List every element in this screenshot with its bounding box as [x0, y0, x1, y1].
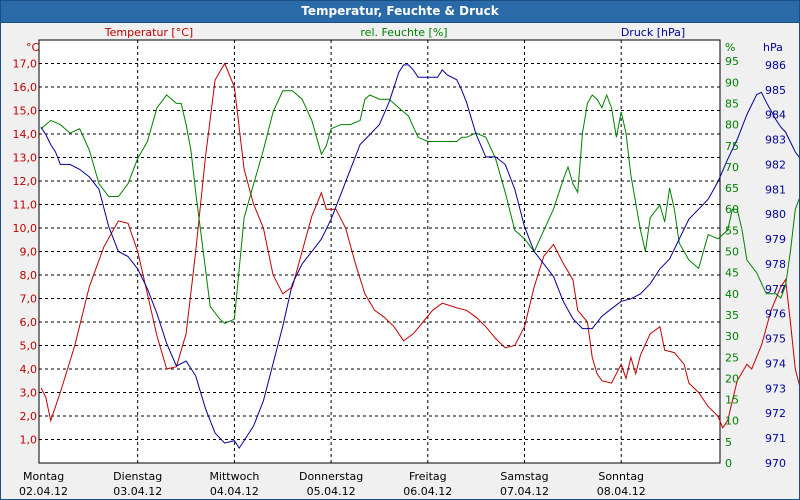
pressure-tick-label: 974: [765, 357, 786, 370]
day-label: Samstag: [500, 470, 548, 483]
humidity-tick-label: 0: [725, 457, 732, 470]
pressure-tick-label: 986: [765, 59, 786, 72]
temperature-tick-label: 9,0: [20, 246, 38, 259]
series-line-temperature: [40, 62, 799, 429]
temperature-tick-label: 8,0: [20, 269, 38, 282]
temperature-tick-label: 2,0: [20, 410, 38, 423]
temperature-tick-label: 5,0: [20, 340, 38, 353]
humidity-tick-label: 55: [725, 224, 739, 237]
temperature-tick-label: 11,0: [13, 199, 38, 212]
pressure-tick-label: 979: [765, 233, 786, 246]
chart-title: Temperatur, Feuchte & Druck: [301, 4, 499, 18]
axis-labels: 1,0 2,0 3,0 4,0 5,0 6,0 7,0 8,0 9,0 10,0 11,0 12,0 1…: [13, 55, 787, 498]
pressure-tick-label: 977: [765, 283, 786, 296]
temperature-tick-label: 14,0: [13, 128, 38, 141]
pressure-tick-label: 972: [765, 407, 786, 420]
date-label: 05.04.12: [307, 485, 356, 498]
humidity-axis-label: rel. Feuchte [%]: [360, 26, 447, 39]
humidity-tick-label: 85: [725, 97, 739, 110]
temperature-unit: °C: [26, 41, 40, 54]
humidity-tick-label: 75: [725, 140, 739, 153]
temperature-tick-label: 12,0: [13, 175, 38, 188]
series-line-humidity: [40, 90, 799, 324]
humidity-tick-label: 35: [725, 309, 739, 322]
day-label: Sonntag: [598, 470, 644, 483]
date-label: 04.04.12: [210, 485, 259, 498]
pressure-tick-label: 975: [765, 333, 786, 346]
pressure-tick-label: 980: [765, 208, 786, 221]
pressure-axis-label: Druck [hPa]: [621, 26, 685, 39]
temperature-tick-label: 6,0: [20, 316, 38, 329]
humidity-tick-label: 65: [725, 182, 739, 195]
temperature-tick-label: 16,0: [13, 81, 38, 94]
series-layer: [40, 62, 799, 450]
date-label: 08.04.12: [597, 485, 646, 498]
humidity-tick-label: 80: [725, 119, 739, 132]
date-label: 03.04.12: [113, 485, 162, 498]
plot-border: [38, 39, 721, 464]
humidity-tick-label: 50: [725, 246, 739, 259]
date-label: 02.04.12: [19, 485, 68, 498]
humidity-tick-label: 25: [725, 351, 739, 364]
humidity-tick-label: 20: [725, 372, 739, 385]
temperature-tick-label: 15,0: [13, 105, 38, 118]
day-label: Mittwoch: [209, 470, 259, 483]
series-line-pressure: [40, 64, 799, 450]
pressure-tick-label: 983: [765, 134, 786, 147]
humidity-tick-label: 60: [725, 203, 739, 216]
pressure-unit: hPa: [763, 41, 783, 54]
pressure-tick-label: 985: [765, 84, 786, 97]
pressure-tick-label: 973: [765, 382, 786, 395]
date-label: 06.04.12: [403, 485, 452, 498]
pressure-tick-label: 970: [765, 457, 786, 470]
pressure-tick-label: 984: [765, 109, 786, 122]
humidity-tick-label: 15: [725, 394, 739, 407]
temperature-tick-label: 1,0: [20, 434, 38, 447]
temperature-axis-label: Temperatur [°C]: [104, 26, 193, 39]
pressure-tick-label: 978: [765, 258, 786, 271]
humidity-tick-label: 45: [725, 267, 739, 280]
humidity-tick-label: 30: [725, 330, 739, 343]
temperature-tick-label: 3,0: [20, 387, 38, 400]
humidity-tick-label: 5: [725, 436, 732, 449]
day-label: Montag: [23, 470, 64, 483]
day-label: Dienstag: [113, 470, 162, 483]
humidity-tick-label: 95: [725, 55, 739, 68]
pressure-tick-label: 982: [765, 158, 786, 171]
day-label: Donnerstag: [299, 470, 363, 483]
temperature-tick-label: 7,0: [20, 293, 38, 306]
plot-area: [39, 40, 720, 463]
humidity-unit: %: [725, 41, 735, 54]
pressure-tick-label: 976: [765, 308, 786, 321]
pressure-tick-label: 981: [765, 183, 786, 196]
temperature-tick-label: 17,0: [13, 58, 38, 71]
temperature-tick-label: 13,0: [13, 152, 38, 165]
humidity-tick-label: 40: [725, 288, 739, 301]
temperature-tick-label: 4,0: [20, 363, 38, 376]
title-bar: Temperatur, Feuchte & Druck: [1, 1, 799, 23]
day-label: Freitag: [409, 470, 447, 483]
humidity-tick-label: 90: [725, 76, 739, 89]
pressure-tick-label: 971: [765, 432, 786, 445]
date-label: 07.04.12: [500, 485, 549, 498]
humidity-tick-label: 70: [725, 161, 739, 174]
humidity-tick-label: 10: [725, 415, 739, 428]
temperature-tick-label: 10,0: [13, 222, 38, 235]
